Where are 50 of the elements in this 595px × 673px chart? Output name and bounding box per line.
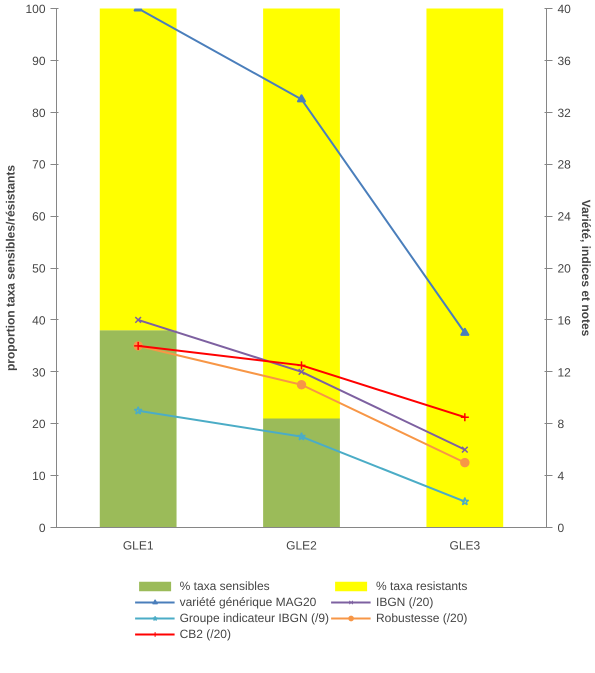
point: [298, 368, 306, 376]
y-tick-label: 0: [38, 521, 46, 535]
y-tick-label: 10: [32, 469, 46, 484]
legend-label: % taxa resistants: [376, 579, 468, 593]
y2-tick-label: 36: [558, 54, 572, 68]
y-axis-title: proportion taxa sensibles/résistants: [3, 164, 18, 372]
bar: [263, 8, 340, 419]
point: [134, 316, 142, 324]
y-tick-label: 40: [32, 313, 46, 328]
y2-tick-label: 32: [558, 106, 572, 120]
y2-tick-label: 16: [558, 313, 572, 328]
point: [134, 406, 143, 415]
legend-label: CB2 (/20): [180, 627, 231, 641]
y-tick-label: 90: [32, 54, 46, 68]
point: [460, 328, 470, 336]
y2-axis-title: Variété, indices et notes: [578, 200, 593, 337]
y2-tick-label: 24: [558, 210, 572, 224]
point: [460, 496, 470, 506]
legend-label: IBGN (/20): [376, 595, 434, 609]
point: [460, 412, 470, 422]
legend-label: Robustesse (/20): [376, 611, 468, 625]
bar: [100, 330, 177, 528]
bar: [100, 8, 177, 330]
y-tick-label: 30: [32, 365, 46, 380]
x-tick-label: GLE3: [449, 538, 480, 552]
point: [296, 380, 306, 390]
legend-label: Groupe indicateur IBGN (/9): [180, 611, 330, 625]
y2-tick-label: 12: [558, 365, 572, 380]
y2-tick-label: 4: [558, 469, 564, 484]
legend-label: variété générique MAG20: [180, 595, 316, 609]
y2-tick-label: 0: [558, 521, 564, 535]
point: [461, 446, 468, 454]
y-tick-label: 100: [25, 2, 46, 16]
y-tick-label: 80: [32, 106, 46, 120]
bar: [426, 8, 504, 528]
x-tick-label: GLE1: [122, 538, 154, 552]
y-tick-label: 20: [32, 417, 46, 432]
x-tick-label: GLE2: [286, 538, 318, 552]
y2-tick-label: 28: [558, 158, 572, 172]
point: [296, 360, 306, 370]
y-tick-label: 60: [32, 210, 46, 224]
point: [296, 432, 306, 441]
bar: [263, 418, 340, 528]
y2-tick-label: 8: [558, 417, 564, 432]
y2-tick-label: 20: [558, 262, 572, 276]
point: [460, 458, 470, 468]
legend-label: % taxa sensibles: [180, 579, 270, 593]
y2-tick-label: 40: [558, 2, 572, 16]
y-tick-label: 70: [32, 158, 46, 172]
y-tick-label: 50: [32, 262, 46, 276]
